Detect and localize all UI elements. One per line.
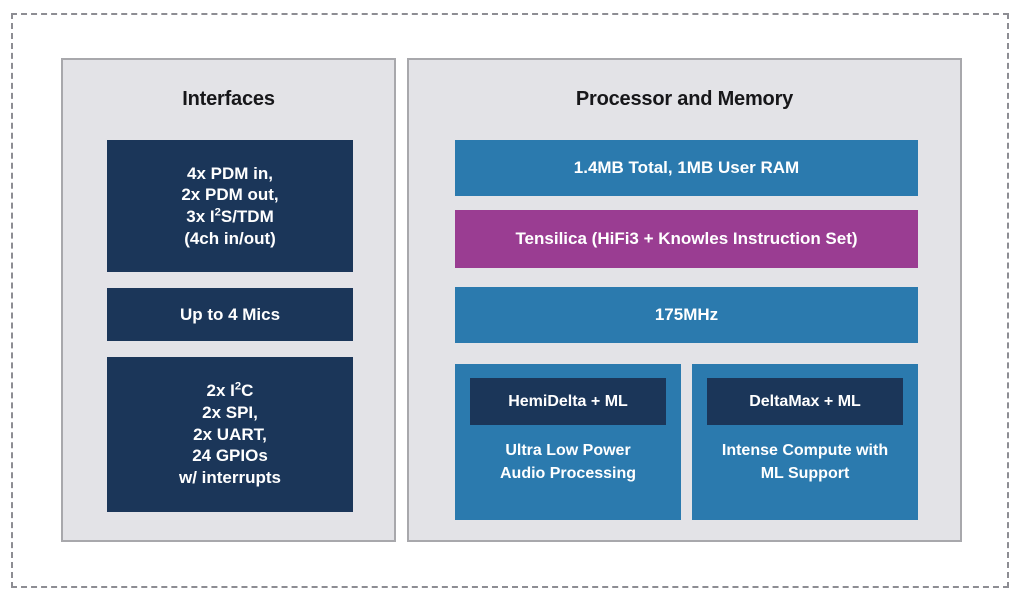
panel-interfaces-title: Interfaces bbox=[182, 88, 275, 110]
subcard-deltamax-header: DeltaMax + ML bbox=[707, 378, 903, 425]
block-microphones: Up to 4 Mics bbox=[107, 288, 353, 341]
block-io-line-1: 2x I2C bbox=[207, 380, 254, 402]
subcard-hemidelta-body-line-2: Audio Processing bbox=[499, 465, 637, 483]
subcard-hemidelta-body: Ultra Low Power Audio Processing bbox=[468, 439, 668, 485]
panel-interfaces: Interfaces 4x PDM in, 2x PDM out, 3x I2S… bbox=[61, 58, 396, 542]
block-io-line-5: w/ interrupts bbox=[178, 468, 281, 488]
block-io-line-2: 2x SPI, bbox=[202, 402, 258, 422]
block-tensilica-dsp-label: Tensilica (HiFi3 + Knowles Instruction S… bbox=[515, 229, 858, 249]
block-tensilica-dsp: Tensilica (HiFi3 + Knowles Instruction S… bbox=[455, 210, 918, 268]
block-io-line-1-post: C bbox=[241, 381, 254, 401]
subcard-hemidelta-header: HemiDelta + ML bbox=[470, 378, 666, 425]
block-pdm-line-3-post: S/TDM bbox=[220, 207, 274, 226]
subcard-deltamax-body-line-2: ML Support bbox=[760, 465, 850, 483]
panel-processor-and-memory-title: Processor and Memory bbox=[575, 88, 794, 110]
block-clock-speed: 175MHz bbox=[455, 287, 918, 343]
block-io-peripherals: 2x I2C 2x SPI, 2x UART, 24 GPIOs w/ inte… bbox=[107, 357, 353, 512]
block-clock-speed-label: 175MHz bbox=[654, 305, 719, 325]
block-pdm-line-3: 3x I2S/TDM bbox=[186, 206, 274, 228]
block-ram: 1.4MB Total, 1MB User RAM bbox=[455, 140, 918, 196]
block-pdm-line-3-superscript: 2 bbox=[214, 206, 221, 219]
block-io-line-1-pre: 2x I bbox=[206, 381, 235, 401]
block-pdm-interfaces: 4x PDM in, 2x PDM out, 3x I2S/TDM (4ch i… bbox=[107, 140, 353, 272]
block-pdm-line-1: 4x PDM in, bbox=[187, 163, 273, 183]
panel-processor-and-memory: Processor and Memory 1.4MB Total, 1MB Us… bbox=[407, 58, 962, 542]
subcard-deltamax: DeltaMax + ML Intense Compute with ML Su… bbox=[692, 364, 918, 520]
subcard-deltamax-body: Intense Compute with ML Support bbox=[705, 439, 905, 485]
block-io-line-1-superscript: 2 bbox=[234, 380, 242, 393]
block-pdm-line-2: 2x PDM out, bbox=[181, 185, 279, 205]
block-io-line-3: 2x UART, bbox=[193, 424, 267, 444]
block-ram-label: 1.4MB Total, 1MB User RAM bbox=[573, 158, 800, 178]
block-pdm-line-4: (4ch in/out) bbox=[184, 228, 276, 248]
block-microphones-label: Up to 4 Mics bbox=[179, 304, 281, 324]
subcard-hemidelta: HemiDelta + ML Ultra Low Power Audio Pro… bbox=[455, 364, 681, 520]
subcard-deltamax-body-line-1: Intense Compute with bbox=[721, 442, 889, 459]
block-pdm-line-3-pre: 3x I bbox=[186, 207, 215, 226]
block-io-line-4: 24 GPIOs bbox=[192, 446, 268, 466]
outer-dashed-frame bbox=[11, 13, 1009, 588]
subcard-hemidelta-body-line-1: Ultra Low Power bbox=[505, 442, 631, 459]
